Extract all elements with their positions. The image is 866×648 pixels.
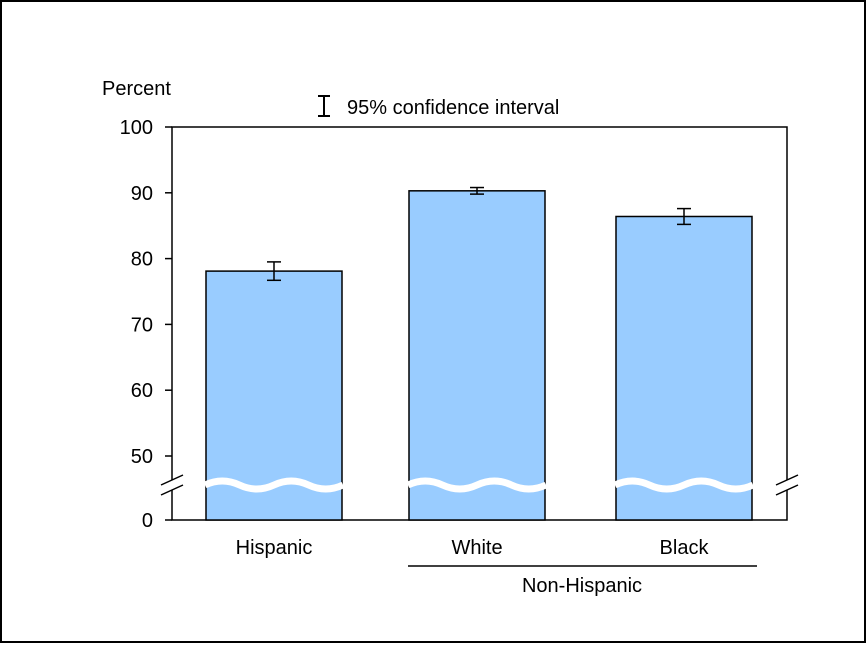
x-axis-labels: Hispanic White Black — [236, 537, 710, 559]
y-tick-label: 90 — [131, 183, 153, 205]
y-tick-label: 80 — [131, 249, 153, 271]
y-tick-label: 100 — [120, 117, 153, 139]
y-tick-label: 0 — [142, 510, 153, 532]
axis-break-gap-left — [168, 480, 176, 490]
x-tick-label-white: White — [451, 537, 502, 559]
bar-black — [615, 215, 753, 521]
group-label: Non-Hispanic — [522, 575, 642, 597]
axis-break-slash — [775, 484, 799, 496]
axis-breaks — [160, 474, 799, 496]
bar-white — [408, 190, 546, 521]
axis-break-wave — [203, 477, 345, 493]
x-tick-label-hispanic: Hispanic — [236, 537, 313, 559]
axis-break-slash — [775, 474, 799, 486]
error-bar-white — [470, 186, 484, 195]
y-tick-label: 50 — [131, 446, 153, 468]
y-axis: 0 50 60 70 80 90 100 — [120, 117, 172, 532]
x-tick-label-black: Black — [660, 537, 710, 559]
axis-break-gap-right — [783, 480, 791, 490]
y-axis-label: Percent — [102, 78, 171, 100]
error-bar-hispanic — [267, 261, 281, 282]
y-tick-label: 70 — [131, 314, 153, 336]
axis-break-wave — [406, 477, 548, 493]
legend: 95% confidence interval — [318, 95, 559, 119]
error-bar-black — [677, 207, 691, 226]
axis-break-wave — [613, 477, 755, 493]
axis-break-slash — [160, 474, 184, 486]
legend-label: 95% confidence interval — [347, 97, 559, 119]
y-tick-label: 60 — [131, 380, 153, 402]
axis-break-slash — [160, 484, 184, 496]
ci-legend-icon — [318, 95, 330, 117]
